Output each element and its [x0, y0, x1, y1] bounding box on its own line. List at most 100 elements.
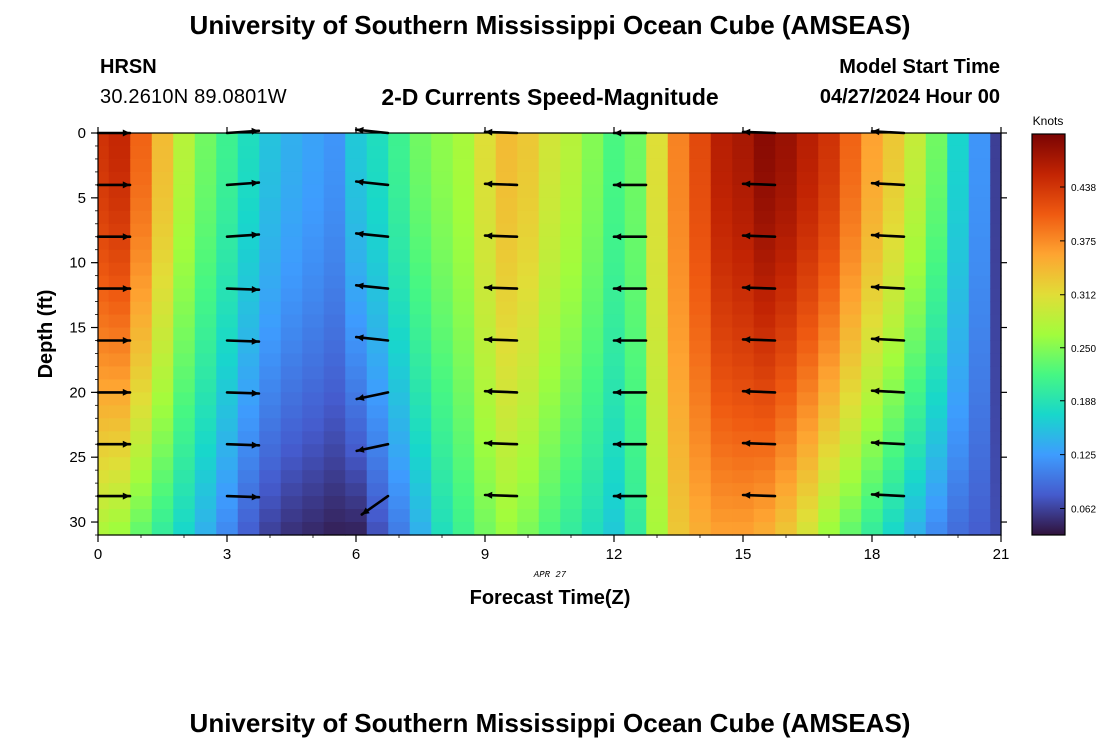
- heatmap-cell: [904, 431, 927, 445]
- heatmap-cell: [388, 457, 411, 471]
- heatmap-cell: [861, 262, 884, 277]
- heatmap-cell: [237, 366, 260, 380]
- heatmap-cell: [947, 379, 970, 393]
- heatmap-cell: [388, 353, 411, 368]
- heatmap-cell: [495, 158, 518, 173]
- heatmap-cell: [710, 405, 733, 419]
- heatmap-cell: [861, 145, 884, 160]
- heatmap-cell: [452, 496, 475, 510]
- heatmap-cell: [345, 340, 368, 355]
- heatmap-cell: [839, 249, 862, 264]
- heatmap-cell: [538, 158, 561, 173]
- heatmap-cell: [388, 262, 411, 277]
- heatmap-cell: [259, 353, 282, 368]
- heatmap-cell: [861, 418, 884, 432]
- heatmap-cell: [904, 184, 927, 199]
- heatmap-cell: [431, 223, 454, 238]
- heatmap-cell: [151, 301, 174, 316]
- heatmap-cell: [151, 158, 174, 173]
- heatmap-cell: [603, 327, 626, 342]
- heatmap-cell: [130, 158, 153, 173]
- heatmap-cell: [732, 353, 755, 368]
- heatmap-cell: [839, 392, 862, 406]
- heatmap-cell: [452, 262, 475, 277]
- heatmap-cell: [323, 288, 346, 303]
- heatmap-cell: [302, 145, 325, 160]
- heatmap-cell: [323, 314, 346, 329]
- heatmap-cell: [280, 197, 303, 212]
- heatmap-cell: [538, 249, 561, 264]
- heatmap-cell: [452, 327, 475, 342]
- heatmap-cell: [130, 184, 153, 199]
- heatmap-cell: [538, 444, 561, 458]
- current-arrow: [225, 179, 261, 187]
- footer-title: University of Southern Mississippi Ocean…: [189, 708, 911, 738]
- heatmap-cell: [990, 133, 1002, 147]
- heatmap-cell: [302, 171, 325, 186]
- heatmap-cell: [323, 262, 346, 277]
- heatmap-cell: [237, 457, 260, 471]
- heatmap-cell: [538, 288, 561, 303]
- heatmap-cell: [173, 483, 196, 497]
- current-arrow: [96, 181, 132, 189]
- heatmap-cell: [538, 197, 561, 212]
- heatmap-cell: [108, 184, 131, 199]
- heatmap-cell: [581, 457, 604, 471]
- heatmap-cell: [775, 405, 798, 419]
- heatmap-cell: [173, 249, 196, 264]
- heatmap-cell: [947, 457, 970, 471]
- heatmap-cell: [151, 431, 174, 445]
- heatmap-cell: [710, 457, 733, 471]
- heatmap-cell: [947, 509, 970, 523]
- heatmap-cell: [624, 340, 647, 355]
- heatmap-cell: [624, 197, 647, 212]
- heatmap-cell: [753, 496, 776, 510]
- heatmap-cell: [517, 197, 540, 212]
- heatmap-cell: [538, 470, 561, 484]
- heatmap-cell: [388, 158, 411, 173]
- heatmap-cell: [925, 184, 948, 199]
- heatmap-cell: [882, 171, 905, 186]
- heatmap-cell: [237, 288, 260, 303]
- heatmap-cell: [237, 301, 260, 316]
- current-arrow: [96, 337, 132, 344]
- heatmap-cell: [517, 405, 540, 419]
- heatmap-cell: [194, 457, 217, 471]
- heatmap-cell: [409, 522, 432, 536]
- heatmap-cell: [194, 275, 217, 290]
- heatmap-cell: [237, 353, 260, 368]
- heatmap-cell: [98, 366, 110, 380]
- heatmap-cell: [302, 158, 325, 173]
- heatmap-cell: [173, 288, 196, 303]
- colorbar-label: Knots: [1033, 114, 1064, 128]
- heatmap-cell: [259, 496, 282, 510]
- heatmap-cell: [388, 405, 411, 419]
- heatmap-cell: [474, 301, 497, 316]
- heatmap-cell: [495, 444, 518, 458]
- heatmap-cell: [98, 496, 110, 510]
- heatmap-cell: [861, 522, 884, 536]
- heatmap-cell: [409, 431, 432, 445]
- heatmap-cell: [839, 431, 862, 445]
- heatmap-cell: [409, 249, 432, 264]
- heatmap-cell: [130, 133, 153, 147]
- heatmap-cell: [624, 353, 647, 368]
- heatmap-cell: [280, 353, 303, 368]
- heatmap-cell: [990, 444, 1002, 458]
- current-arrow: [741, 439, 777, 447]
- heatmap-cell: [388, 275, 411, 290]
- heatmap-cell: [259, 236, 282, 251]
- heatmap-cell: [130, 431, 153, 445]
- heatmap-cell: [861, 509, 884, 523]
- heatmap-cell: [925, 145, 948, 160]
- heatmap-cell: [216, 418, 239, 432]
- heatmap-cell: [280, 392, 303, 406]
- heatmap-cell: [173, 145, 196, 160]
- heatmap-cell: [280, 496, 303, 510]
- heatmap-cell: [839, 314, 862, 329]
- heatmap-cell: [689, 197, 712, 212]
- heatmap-cell: [345, 236, 368, 251]
- heatmap-cell: [925, 249, 948, 264]
- heatmap-cell: [259, 158, 282, 173]
- station-coordinates: 30.2610N 89.0801W: [100, 86, 287, 108]
